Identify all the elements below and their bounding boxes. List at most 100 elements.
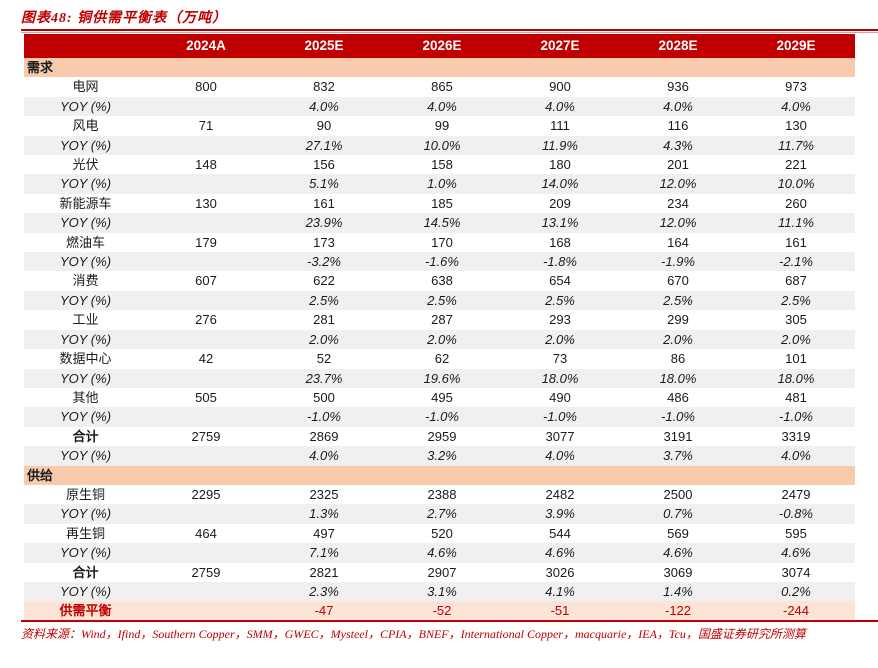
data-row: 风电 71 90 99 111 116 130 xyxy=(24,116,855,136)
value-cell: 281 xyxy=(313,312,335,328)
row-label: 合计 xyxy=(72,428,99,444)
value-cell: 2.3% xyxy=(309,583,339,599)
value-cell: 2479 xyxy=(781,486,811,502)
value-cell: 481 xyxy=(785,389,807,405)
row-label: YOY (%) xyxy=(59,331,112,347)
value-cell: 500 xyxy=(313,389,335,405)
data-row: 光伏 148 156 158 180 201 221 xyxy=(24,155,855,175)
row-label: 电网 xyxy=(72,79,99,95)
row-label: YOY (%) xyxy=(59,409,112,425)
value-cell: 2821 xyxy=(309,564,339,580)
row-label: YOY (%) xyxy=(59,448,112,464)
value-cell: 687 xyxy=(785,273,807,289)
value-cell: 2388 xyxy=(427,486,457,502)
row-label: YOY (%) xyxy=(59,176,112,192)
value-cell: 11.7% xyxy=(778,137,814,153)
row-label: 工业 xyxy=(72,312,99,328)
value-cell: 3.7% xyxy=(663,448,693,464)
row-label: YOY (%) xyxy=(59,254,112,270)
row-label: 再生铜 xyxy=(65,525,105,541)
value-cell: 3.1% xyxy=(427,583,457,599)
value-cell: 3.2% xyxy=(427,448,457,464)
row-label: YOY (%) xyxy=(59,583,112,599)
data-row: 数据中心 42 52 62 73 86 101 xyxy=(24,349,855,369)
value-cell xyxy=(147,407,265,426)
total-row: 合计 2759 2869 2959 3077 3191 3319 xyxy=(24,426,855,447)
value-cell: 161 xyxy=(785,234,807,250)
value-cell: 2482 xyxy=(545,486,575,502)
value-cell: -1.0% xyxy=(661,409,695,425)
yoy-row: YOY (%) 2.5% 2.5% 2.5% 2.5% 2.5% xyxy=(24,290,855,311)
value-cell: 170 xyxy=(431,234,453,250)
value-cell: 2.5% xyxy=(663,292,693,308)
value-cell: -52 xyxy=(432,603,452,619)
value-cell: 544 xyxy=(549,525,571,541)
value-cell: 2325 xyxy=(309,486,339,502)
value-cell: 130 xyxy=(785,118,807,134)
yoy-row: YOY (%) 27.1% 10.0% 11.9% 4.3% 11.7% xyxy=(24,135,855,156)
value-cell: -1.0% xyxy=(307,409,341,425)
value-cell: 10.0% xyxy=(423,137,461,153)
value-cell: 2907 xyxy=(427,564,457,580)
value-cell: 3.9% xyxy=(545,506,575,522)
value-cell: 201 xyxy=(667,157,689,173)
value-cell: 4.0% xyxy=(663,98,693,114)
row-label: YOY (%) xyxy=(59,506,112,522)
value-cell: 234 xyxy=(667,195,689,211)
value-cell: 27.1% xyxy=(305,137,343,153)
value-cell: 23.9% xyxy=(305,215,343,231)
value-cell: 900 xyxy=(549,79,571,95)
value-cell: -244 xyxy=(782,603,810,619)
value-cell: 497 xyxy=(313,525,335,541)
value-cell: 607 xyxy=(195,273,217,289)
value-cell xyxy=(147,174,265,193)
value-cell: 4.3% xyxy=(663,137,693,153)
data-row: 其他 505 500 495 490 486 481 xyxy=(24,387,855,408)
row-label: 新能源车 xyxy=(59,195,112,211)
row-label: 消费 xyxy=(72,273,99,289)
value-cell xyxy=(147,369,265,388)
value-cell: 0.2% xyxy=(781,583,811,599)
value-cell: 1.0% xyxy=(427,176,457,192)
value-cell: -122 xyxy=(664,603,692,619)
chart-title: 图表48: 铜供需平衡表（万吨） xyxy=(21,11,228,26)
value-cell: 7.1% xyxy=(309,545,339,561)
value-cell: 260 xyxy=(785,195,807,211)
yoy-row: YOY (%) 4.0% 4.0% 4.0% 4.0% 4.0% xyxy=(24,96,855,117)
row-label: YOY (%) xyxy=(59,98,112,114)
row-label: 合计 xyxy=(72,564,99,580)
value-cell: -1.0% xyxy=(779,409,813,425)
value-cell: 2.5% xyxy=(309,292,339,308)
value-cell: 10.0% xyxy=(777,176,815,192)
value-cell: 490 xyxy=(549,389,571,405)
total-row: 合计 2759 2821 2907 3026 3069 3074 xyxy=(24,562,855,582)
data-row: 消费 607 622 638 654 670 687 xyxy=(24,271,855,291)
value-cell: 19.6% xyxy=(423,370,461,386)
row-label: 数据中心 xyxy=(59,351,112,367)
data-row: 电网 800 832 865 900 936 973 xyxy=(24,77,855,97)
value-cell: 495 xyxy=(431,389,453,405)
yoy-row: YOY (%) -3.2% -1.6% -1.8% -1.9% -2.1% xyxy=(24,252,855,272)
value-cell: 595 xyxy=(785,525,807,541)
data-row: 新能源车 130 161 185 209 234 260 xyxy=(24,193,855,214)
data-row: 再生铜 464 497 520 544 569 595 xyxy=(24,523,855,544)
value-cell: 569 xyxy=(667,525,689,541)
value-cell: 2.5% xyxy=(427,292,457,308)
corner-cell xyxy=(24,34,147,58)
value-cell: 505 xyxy=(195,389,217,405)
value-cell: 185 xyxy=(431,195,453,211)
value-cell: 936 xyxy=(667,79,689,95)
value-cell xyxy=(147,291,265,310)
value-cell: 86 xyxy=(670,351,686,367)
value-cell xyxy=(147,582,265,601)
data-row: 原生铜 2295 2325 2388 2482 2500 2479 xyxy=(24,484,855,505)
yoy-row: YOY (%) 23.7% 19.6% 18.0% 18.0% 18.0% xyxy=(24,368,855,388)
value-cell: 101 xyxy=(785,351,807,367)
column-header: 2025E xyxy=(304,38,344,53)
value-cell: 62 xyxy=(434,351,450,367)
value-cell: 2500 xyxy=(663,486,693,502)
value-cell: 180 xyxy=(549,157,571,173)
yoy-row: YOY (%) 2.0% 2.0% 2.0% 2.0% 2.0% xyxy=(24,329,855,350)
value-cell: 2295 xyxy=(191,486,221,502)
